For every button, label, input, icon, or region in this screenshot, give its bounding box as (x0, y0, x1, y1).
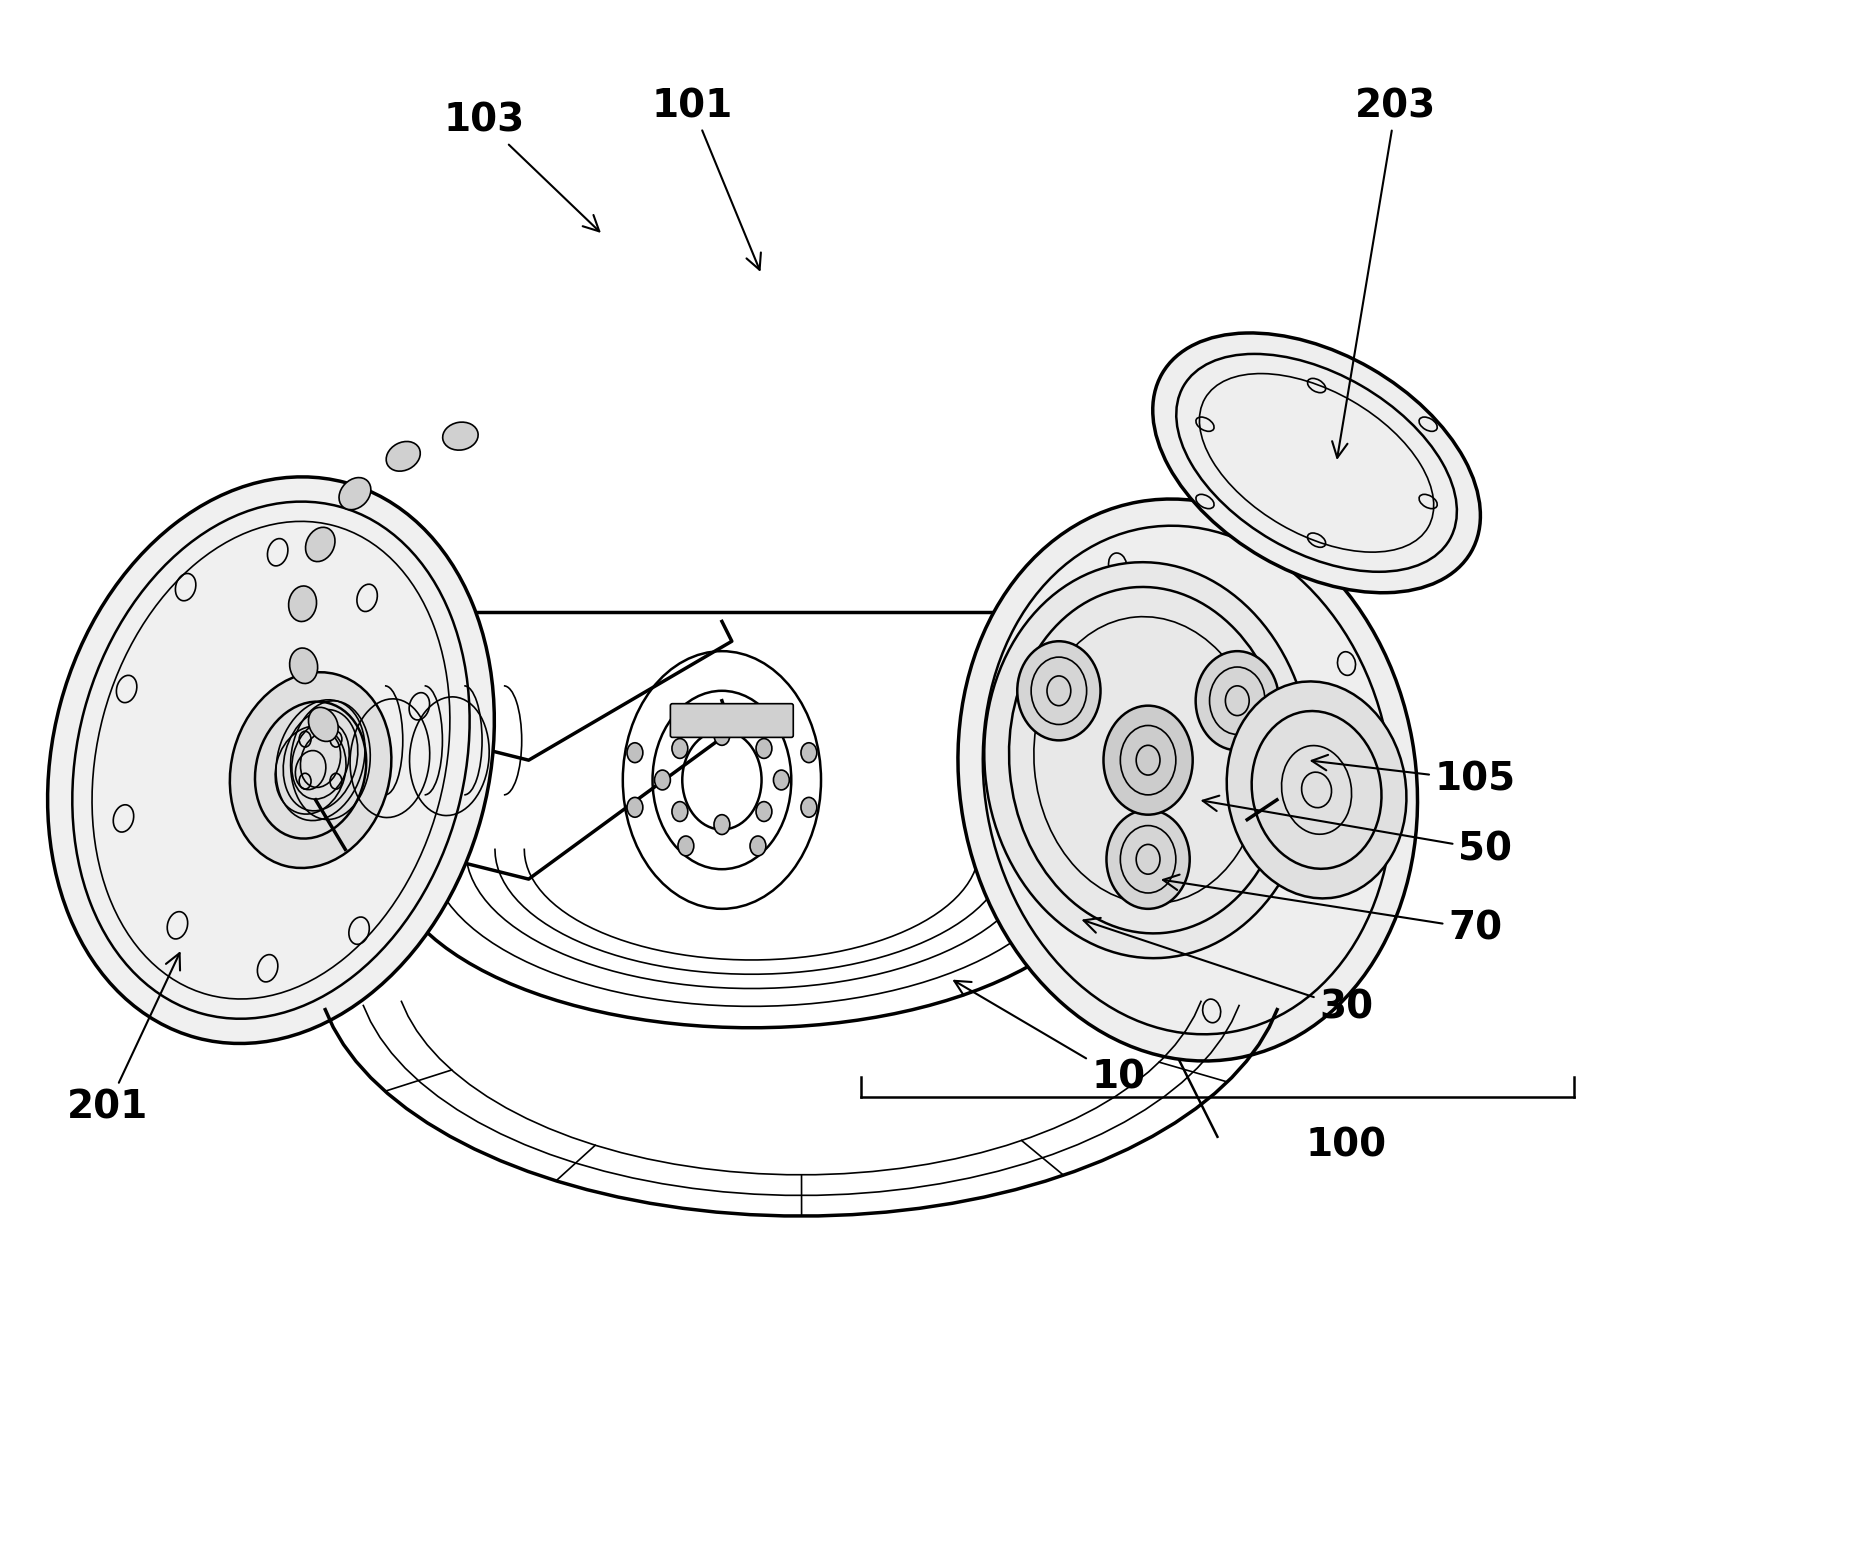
Text: 101: 101 (651, 87, 761, 270)
Ellipse shape (714, 725, 729, 746)
FancyBboxPatch shape (669, 704, 793, 738)
Text: 103: 103 (443, 101, 598, 231)
Ellipse shape (957, 499, 1417, 1061)
Ellipse shape (750, 836, 767, 856)
Ellipse shape (671, 738, 688, 758)
Ellipse shape (626, 743, 643, 763)
Ellipse shape (443, 423, 479, 451)
Ellipse shape (714, 814, 729, 835)
Ellipse shape (290, 647, 318, 683)
Ellipse shape (288, 587, 316, 621)
Ellipse shape (750, 704, 767, 724)
Ellipse shape (984, 562, 1313, 958)
Ellipse shape (800, 797, 817, 817)
Ellipse shape (230, 672, 391, 867)
Text: 201: 201 (67, 953, 180, 1126)
Ellipse shape (309, 707, 338, 741)
Ellipse shape (1227, 682, 1406, 899)
Text: 50: 50 (1202, 796, 1513, 869)
Ellipse shape (338, 477, 370, 510)
Ellipse shape (679, 704, 694, 724)
Ellipse shape (1103, 705, 1193, 814)
Ellipse shape (626, 797, 643, 817)
Ellipse shape (47, 477, 494, 1044)
Ellipse shape (800, 743, 817, 763)
Ellipse shape (755, 738, 772, 758)
Text: 30: 30 (1083, 917, 1373, 1026)
Ellipse shape (774, 771, 789, 789)
Ellipse shape (1195, 651, 1279, 750)
Ellipse shape (387, 441, 421, 471)
Text: 100: 100 (1305, 1126, 1388, 1165)
Text: 105: 105 (1311, 755, 1517, 799)
Ellipse shape (755, 802, 772, 822)
Ellipse shape (1152, 332, 1481, 593)
Text: 70: 70 (1163, 875, 1502, 947)
Text: 203: 203 (1331, 87, 1436, 457)
Ellipse shape (1107, 810, 1189, 909)
Ellipse shape (1017, 641, 1101, 741)
Ellipse shape (679, 836, 694, 856)
Ellipse shape (305, 527, 335, 562)
Ellipse shape (654, 771, 669, 789)
Ellipse shape (671, 802, 688, 822)
Text: 10: 10 (954, 981, 1146, 1097)
